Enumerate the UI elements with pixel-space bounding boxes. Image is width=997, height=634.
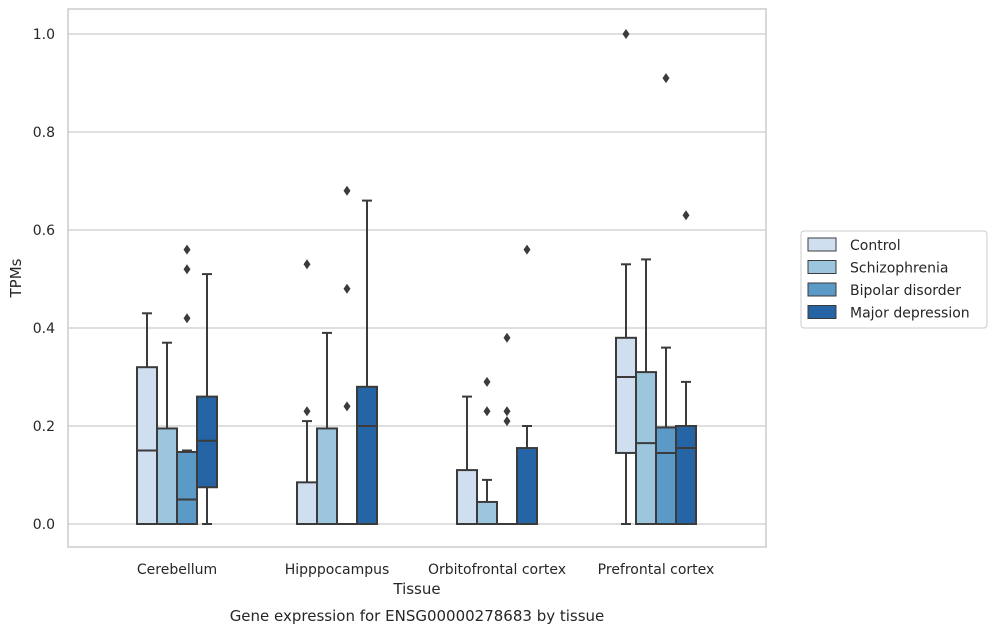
legend-label: Schizophrenia [850, 261, 948, 277]
box [296, 259, 318, 526]
y-axis-label: TPMs [7, 258, 25, 298]
outlier-point [343, 401, 351, 412]
y-tick-label: 0.0 [33, 517, 55, 533]
box [136, 312, 158, 526]
box-body [476, 500, 498, 526]
box [635, 258, 657, 525]
box-body [296, 481, 318, 526]
box-body [156, 427, 178, 526]
box [516, 244, 538, 525]
outlier-point [183, 313, 191, 324]
box [615, 29, 637, 525]
legend-label: Major depression [850, 306, 970, 322]
outlier-point [303, 406, 311, 417]
box-body [635, 371, 657, 525]
y-tick-label: 0.2 [33, 419, 55, 435]
box-body [675, 425, 697, 525]
y-tick-labels: 0.0 0.2 0.4 0.6 0.8 1.0 [33, 27, 55, 533]
figure-caption: Gene expression for ENSG00000278683 by t… [230, 607, 605, 625]
outlier-point [682, 210, 690, 221]
box [456, 395, 478, 526]
legend-swatch [807, 237, 837, 252]
x-tick-labels: Cerebellum Hipppocampus Orbitofrontal cort… [137, 562, 714, 578]
outlier-point [343, 185, 351, 196]
outlier-point [303, 259, 311, 270]
legend-swatch [807, 282, 837, 297]
outlier-point [523, 244, 531, 255]
outlier-point [483, 406, 491, 417]
y-tick-label: 0.6 [33, 223, 55, 239]
x-tick-label: Cerebellum [137, 562, 217, 578]
x-axis-label: Tissue [392, 580, 440, 598]
box-body [516, 447, 538, 525]
legend-swatch [807, 305, 837, 319]
box-body [316, 427, 338, 526]
outlier-point [483, 376, 491, 387]
x-tick-label: Orbitofrontal cortex [428, 562, 566, 578]
box [476, 376, 498, 526]
box [356, 199, 378, 525]
outlier-point [503, 332, 511, 343]
legend-swatch [807, 260, 837, 274]
x-tick-label: Hipppocampus [285, 562, 390, 578]
box [176, 244, 198, 525]
outlier-point [662, 73, 670, 84]
box-body [196, 395, 218, 489]
y-tick-label: 1.0 [33, 27, 55, 43]
legend-label: Control [850, 238, 901, 254]
box [496, 332, 518, 526]
box [336, 185, 358, 526]
y-tick-label: 0.8 [33, 125, 55, 141]
x-tick-label: Prefrontal cortex [598, 562, 715, 578]
outlier-point [343, 283, 351, 294]
box [675, 210, 697, 525]
box-body [615, 336, 637, 454]
legend-label: Bipolar disorder [850, 283, 961, 299]
box-body [356, 385, 378, 525]
outlier-point [183, 264, 191, 275]
box [655, 73, 677, 525]
legend-frame [800, 230, 988, 329]
outlier-point [622, 29, 630, 39]
box-body [136, 366, 158, 526]
box-body [176, 450, 198, 525]
outlier-point [503, 406, 511, 417]
plot-frame [67, 8, 767, 548]
box-body [655, 426, 677, 525]
outlier-point [183, 244, 191, 255]
y-tick-label: 0.4 [33, 321, 55, 337]
box [316, 331, 338, 526]
box-series [136, 29, 697, 526]
outlier-point [503, 416, 511, 427]
box [156, 341, 178, 526]
box [196, 273, 218, 525]
box-body [456, 469, 478, 526]
legend: Control Schizophrenia Bipolar disorder Majo… [800, 230, 988, 329]
